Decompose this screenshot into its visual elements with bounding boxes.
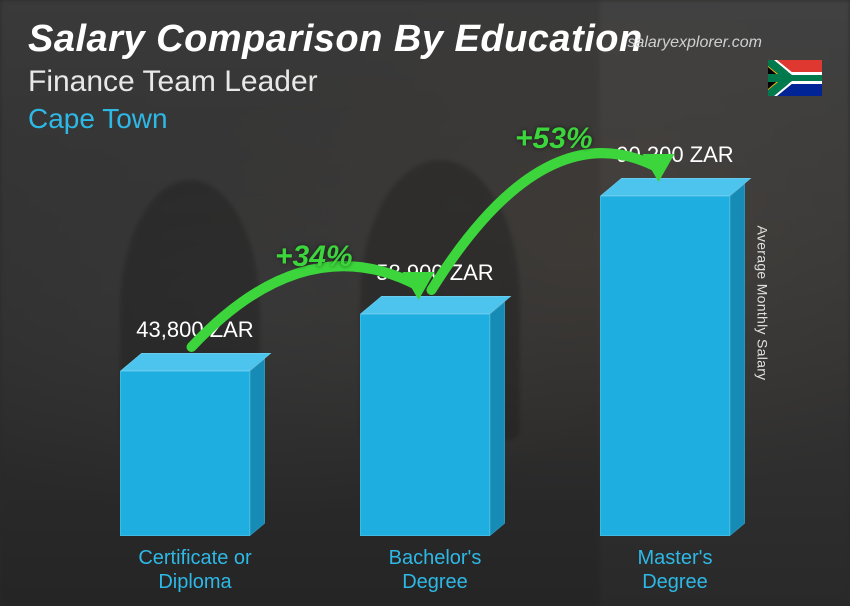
job-title: Finance Team Leader xyxy=(28,65,822,99)
bar-category-label: Bachelor'sDegree xyxy=(345,546,525,594)
bar-category-label: Certificate orDiploma xyxy=(105,546,285,594)
bar-front xyxy=(600,196,730,536)
bar-top xyxy=(360,296,511,314)
bar-top xyxy=(600,178,751,196)
bar-value-label: 90,200 ZAR xyxy=(585,142,765,168)
watermark-text: salaryexplorer.com xyxy=(627,34,762,52)
increment-pct-label-1: +53% xyxy=(515,122,593,156)
bar-value-label: 58,900 ZAR xyxy=(345,260,525,286)
bar-top xyxy=(120,353,271,371)
bar-front xyxy=(360,314,490,536)
bar-side xyxy=(490,301,505,536)
increment-pct-label-0: +34% xyxy=(275,240,353,274)
bar-2: 90,200 ZAR Master'sDegree xyxy=(600,196,750,536)
south-africa-flag-icon xyxy=(768,60,822,96)
location-label: Cape Town xyxy=(28,103,822,135)
bar-side xyxy=(730,183,745,536)
bar-front xyxy=(120,371,250,536)
bar-category-label: Master'sDegree xyxy=(585,546,765,594)
bar-value-label: 43,800 ZAR xyxy=(105,317,285,343)
bar-side xyxy=(250,358,265,536)
bar-chart: 43,800 ZAR Certificate orDiploma 58,900 … xyxy=(60,136,800,536)
bar-0: 43,800 ZAR Certificate orDiploma xyxy=(120,371,270,536)
bar-1: 58,900 ZAR Bachelor'sDegree xyxy=(360,314,510,536)
